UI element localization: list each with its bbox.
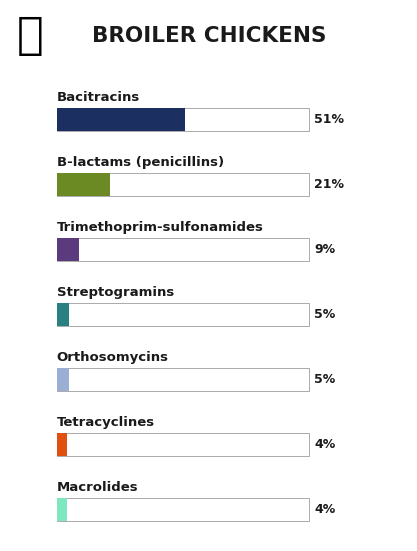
Text: Bacitracins: Bacitracins <box>57 91 140 104</box>
Text: B-lactams (penicillins): B-lactams (penicillins) <box>57 156 224 169</box>
FancyBboxPatch shape <box>57 108 309 131</box>
FancyBboxPatch shape <box>57 433 67 456</box>
Text: Streptogramins: Streptogramins <box>57 287 174 299</box>
FancyBboxPatch shape <box>57 368 69 391</box>
Text: 5%: 5% <box>314 308 335 321</box>
FancyBboxPatch shape <box>57 303 309 326</box>
Text: 4%: 4% <box>314 438 335 451</box>
Text: 21%: 21% <box>314 178 344 191</box>
Text: 5%: 5% <box>314 373 335 386</box>
FancyBboxPatch shape <box>57 173 110 196</box>
FancyBboxPatch shape <box>57 173 309 196</box>
Text: 4%: 4% <box>314 503 335 516</box>
FancyBboxPatch shape <box>57 498 309 521</box>
Text: BROILER CHICKENS: BROILER CHICKENS <box>92 26 326 46</box>
FancyBboxPatch shape <box>57 368 309 391</box>
Text: 9%: 9% <box>314 243 335 256</box>
Text: Macrolides: Macrolides <box>57 482 138 494</box>
Text: Tetracyclines: Tetracyclines <box>57 417 155 429</box>
FancyBboxPatch shape <box>57 433 309 456</box>
FancyBboxPatch shape <box>57 498 67 521</box>
FancyBboxPatch shape <box>57 238 309 261</box>
Text: Orthosomycins: Orthosomycins <box>57 352 169 364</box>
Text: Trimethoprim-sulfonamides: Trimethoprim-sulfonamides <box>57 222 264 234</box>
Text: 🐔: 🐔 <box>17 14 43 57</box>
Text: 51%: 51% <box>314 113 344 126</box>
FancyBboxPatch shape <box>57 238 80 261</box>
FancyBboxPatch shape <box>57 108 186 131</box>
FancyBboxPatch shape <box>57 303 69 326</box>
